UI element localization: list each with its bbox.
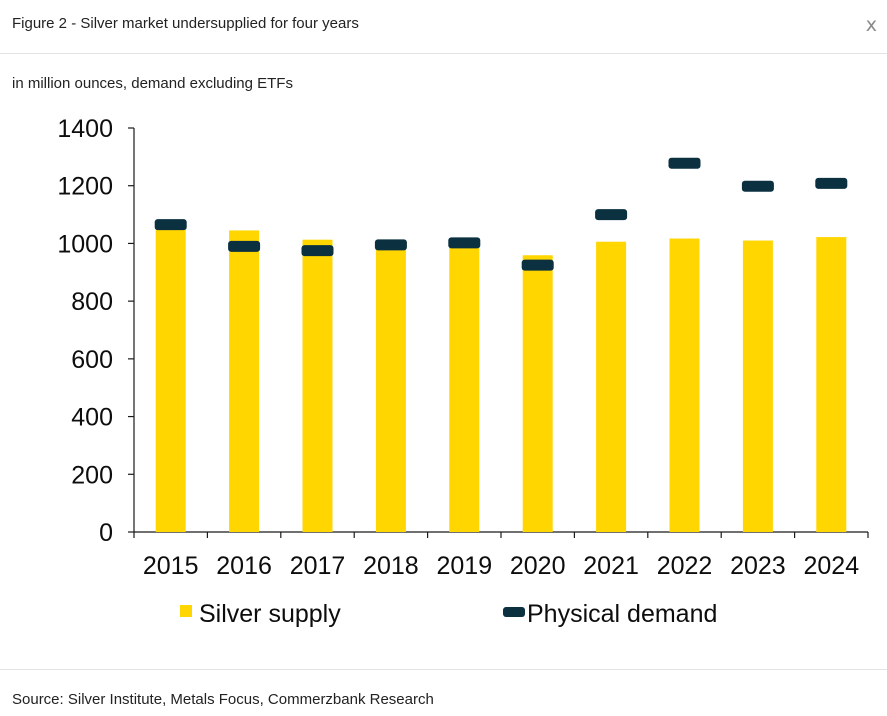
close-icon[interactable]: x <box>865 14 877 36</box>
demand-marker <box>815 177 848 189</box>
x-tick-label: 2018 <box>363 552 419 580</box>
demand-marker <box>668 157 701 169</box>
demand-marker <box>741 180 774 192</box>
legend-supply-swatch <box>180 605 192 617</box>
supply-bar <box>229 230 260 532</box>
supply-bar <box>302 239 333 533</box>
supply-bar <box>522 255 553 532</box>
legend-demand-label: Physical demand <box>527 600 717 628</box>
footer-divider <box>0 669 887 670</box>
supply-bar <box>155 225 186 532</box>
supply-bar <box>816 237 847 532</box>
demand-marker <box>448 237 481 249</box>
y-tick-label: 1200 <box>57 173 113 201</box>
supply-bar <box>596 241 627 532</box>
supply-bar <box>742 240 773 533</box>
x-tick-label: 2022 <box>657 552 713 580</box>
y-tick-label: 200 <box>71 461 113 489</box>
demand-marker <box>595 209 628 221</box>
supply-bar <box>449 243 480 532</box>
y-tick-label: 1000 <box>57 230 113 258</box>
y-tick-label: 600 <box>71 346 113 374</box>
x-tick-label: 2020 <box>510 552 566 580</box>
supply-bar <box>669 238 700 532</box>
y-tick-label: 400 <box>71 404 113 432</box>
x-tick-label: 2016 <box>216 552 272 580</box>
demand-marker <box>301 245 334 257</box>
demand-marker <box>228 240 261 252</box>
demand-marker <box>154 219 187 231</box>
x-tick-label: 2015 <box>143 552 199 580</box>
figure-header: Figure 2 - Silver market undersupplied f… <box>0 0 887 54</box>
source-note: Source: Silver Institute, Metals Focus, … <box>12 691 434 708</box>
legend-supply-label: Silver supply <box>199 600 341 628</box>
x-tick-label: 2024 <box>803 552 859 580</box>
demand-marker <box>521 259 554 271</box>
bar-chart: 0 200 400 600 800 1000 1200 1400 2015 2016 2017 201… <box>57 115 869 628</box>
x-tick-label: 2023 <box>730 552 786 580</box>
y-tick-label: 800 <box>71 288 113 316</box>
y-tick-label: 0 <box>99 519 113 547</box>
figure-title: Figure 2 - Silver market undersupplied f… <box>12 15 359 32</box>
x-tick-label: 2021 <box>583 552 639 580</box>
chart-subtitle: in million ounces, demand excluding ETFs <box>12 75 293 92</box>
demand-marker <box>374 239 407 251</box>
x-tick-label: 2019 <box>436 552 492 580</box>
supply-bar <box>375 243 406 532</box>
legend-demand-swatch <box>503 607 525 617</box>
y-tick-label: 1400 <box>57 115 113 143</box>
x-tick-label: 2017 <box>290 552 346 580</box>
